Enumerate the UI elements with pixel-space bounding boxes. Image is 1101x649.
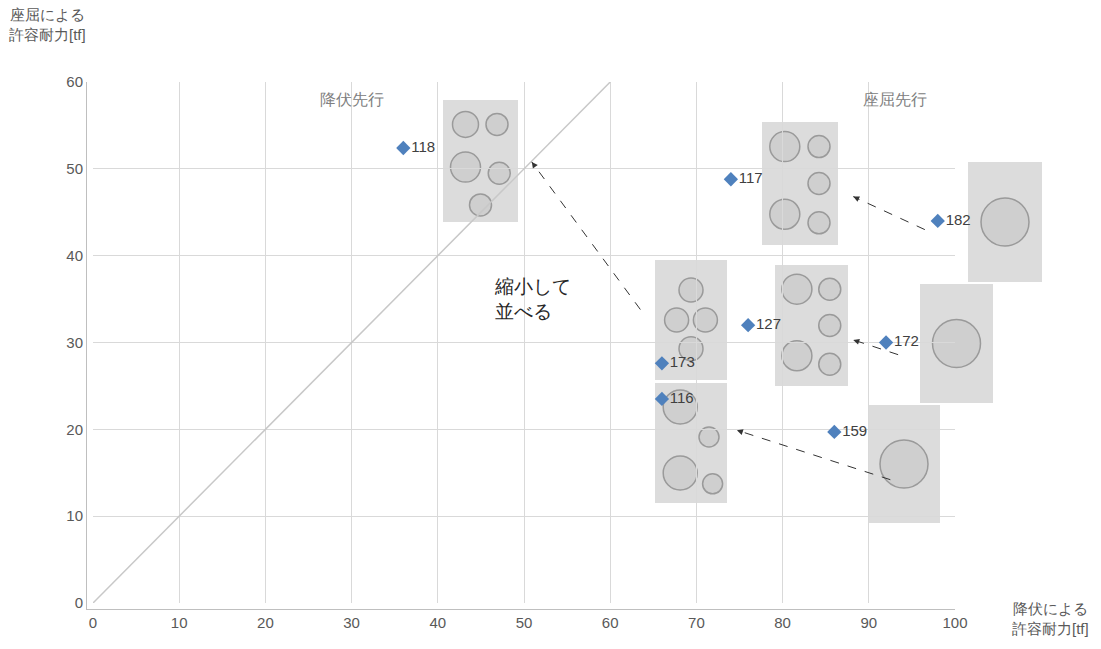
svg-text:10: 10 — [66, 507, 83, 524]
svg-text:30: 30 — [66, 334, 83, 351]
svg-text:降伏による許容耐力[tf]: 降伏による許容耐力[tf] — [1012, 600, 1089, 637]
svg-text:182: 182 — [946, 211, 971, 228]
svg-text:20: 20 — [66, 421, 83, 438]
svg-text:20: 20 — [257, 614, 274, 631]
svg-text:50: 50 — [66, 160, 83, 177]
svg-text:30: 30 — [343, 614, 360, 631]
svg-text:縮小して並べる: 縮小して並べる — [494, 276, 571, 322]
svg-text:40: 40 — [66, 247, 83, 264]
svg-text:100: 100 — [942, 614, 967, 631]
svg-text:降伏先行: 降伏先行 — [320, 91, 384, 108]
svg-text:0: 0 — [89, 614, 97, 631]
svg-text:70: 70 — [688, 614, 705, 631]
svg-text:116: 116 — [670, 389, 694, 406]
svg-text:0: 0 — [75, 594, 83, 611]
svg-text:10: 10 — [171, 614, 188, 631]
svg-text:172: 172 — [894, 332, 919, 349]
svg-text:座屈による許容耐力[tf]: 座屈による許容耐力[tf] — [9, 6, 86, 43]
svg-text:127: 127 — [756, 315, 781, 332]
svg-text:50: 50 — [516, 614, 533, 631]
svg-text:118: 118 — [411, 138, 435, 155]
svg-text:40: 40 — [429, 614, 446, 631]
svg-text:90: 90 — [860, 614, 877, 631]
svg-text:173: 173 — [670, 353, 695, 370]
svg-text:座屈先行: 座屈先行 — [863, 91, 927, 108]
svg-text:60: 60 — [602, 614, 619, 631]
svg-text:117: 117 — [739, 169, 763, 186]
svg-text:159: 159 — [842, 422, 867, 439]
svg-text:80: 80 — [774, 614, 791, 631]
svg-text:60: 60 — [66, 73, 83, 90]
